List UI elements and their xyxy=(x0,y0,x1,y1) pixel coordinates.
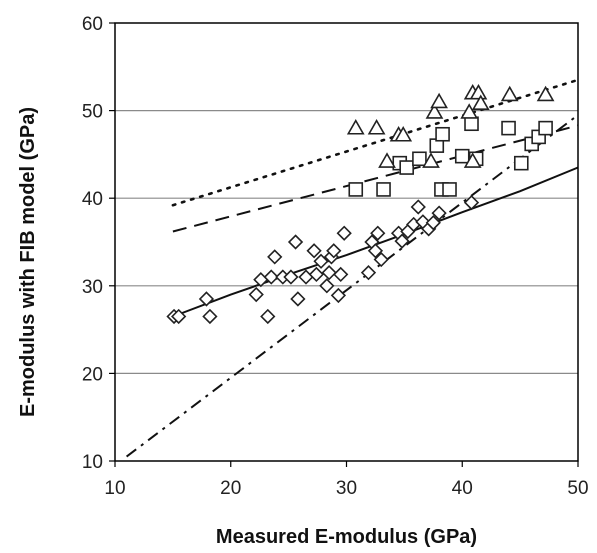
diamond-point xyxy=(360,265,377,281)
diamond-point xyxy=(260,308,276,325)
diamond-point xyxy=(333,266,349,283)
diamond-point xyxy=(248,286,264,303)
diamond-point xyxy=(370,225,386,241)
y-axis-title: E-modulus with FIB model (GPa) xyxy=(17,107,39,417)
square-point xyxy=(376,182,391,197)
diamond-point xyxy=(198,291,215,307)
fit-lines xyxy=(125,78,580,458)
x-tick-label: 50 xyxy=(567,478,588,499)
triangle-point xyxy=(500,85,519,102)
square-point xyxy=(464,116,479,132)
x-axis-title: Measured E-modulus (GPa) xyxy=(216,526,477,548)
x-axis-ticks: 10 20 30 40 50 xyxy=(104,461,589,499)
diamond-point xyxy=(330,287,347,304)
triangle-point xyxy=(422,152,440,168)
diamond-point xyxy=(319,278,335,294)
diamond-point xyxy=(336,225,352,241)
diamond-point xyxy=(313,253,329,269)
diamond-point xyxy=(306,243,322,259)
diamond-point xyxy=(373,251,389,268)
square-point xyxy=(399,160,414,175)
y-tick-label: 60 xyxy=(82,14,103,35)
square-point xyxy=(538,120,553,136)
diamond-point xyxy=(253,272,269,288)
diamond-point xyxy=(425,215,441,231)
triangle-point xyxy=(425,103,444,119)
gridlines xyxy=(115,109,578,374)
diamond-point xyxy=(202,308,218,325)
fit-line-dashed xyxy=(172,124,579,233)
square-point xyxy=(348,182,364,197)
diamond-point xyxy=(321,265,337,281)
triangle-point xyxy=(378,152,396,168)
triangle-point xyxy=(463,152,482,168)
square-point xyxy=(501,120,516,136)
triangle-point xyxy=(536,85,555,102)
y-tick-label: 10 xyxy=(82,452,103,473)
y-axis-ticks: 10 20 30 40 50 60 xyxy=(82,14,115,473)
diamond-point xyxy=(308,266,325,283)
x-tick-label: 40 xyxy=(452,478,473,499)
diamond-point xyxy=(298,269,314,285)
triangle-point xyxy=(394,126,413,142)
square-point xyxy=(412,151,427,167)
x-tick-label: 30 xyxy=(336,478,357,499)
triangle-point xyxy=(460,103,479,119)
diamond-point xyxy=(287,234,304,250)
square-point xyxy=(454,148,470,164)
diamond-point xyxy=(394,233,410,249)
diamond-point xyxy=(367,243,384,259)
diamond-point xyxy=(283,269,299,285)
fit-line-dotted xyxy=(171,78,580,207)
triangle-point xyxy=(367,119,386,135)
data-points xyxy=(166,83,555,325)
y-tick-label: 30 xyxy=(82,277,103,298)
square-point xyxy=(435,126,450,142)
square-point xyxy=(442,182,457,197)
triangle-point xyxy=(346,119,365,135)
x-tick-label: 10 xyxy=(104,478,125,499)
y-tick-label: 50 xyxy=(82,102,103,123)
diamond-point xyxy=(463,194,480,211)
y-tick-label: 20 xyxy=(82,364,103,385)
diamond-point xyxy=(326,243,342,259)
y-tick-label: 40 xyxy=(82,189,103,210)
x-tick-label: 20 xyxy=(220,478,241,499)
diamond-point xyxy=(171,308,187,325)
diamond-point xyxy=(431,205,447,221)
diamond-point xyxy=(263,269,279,285)
diamond-point xyxy=(267,249,283,265)
square-point xyxy=(513,155,529,171)
diamond-point xyxy=(410,199,426,215)
triangle-point xyxy=(430,92,448,109)
triangle-point xyxy=(471,94,490,111)
diamond-point xyxy=(290,291,306,307)
